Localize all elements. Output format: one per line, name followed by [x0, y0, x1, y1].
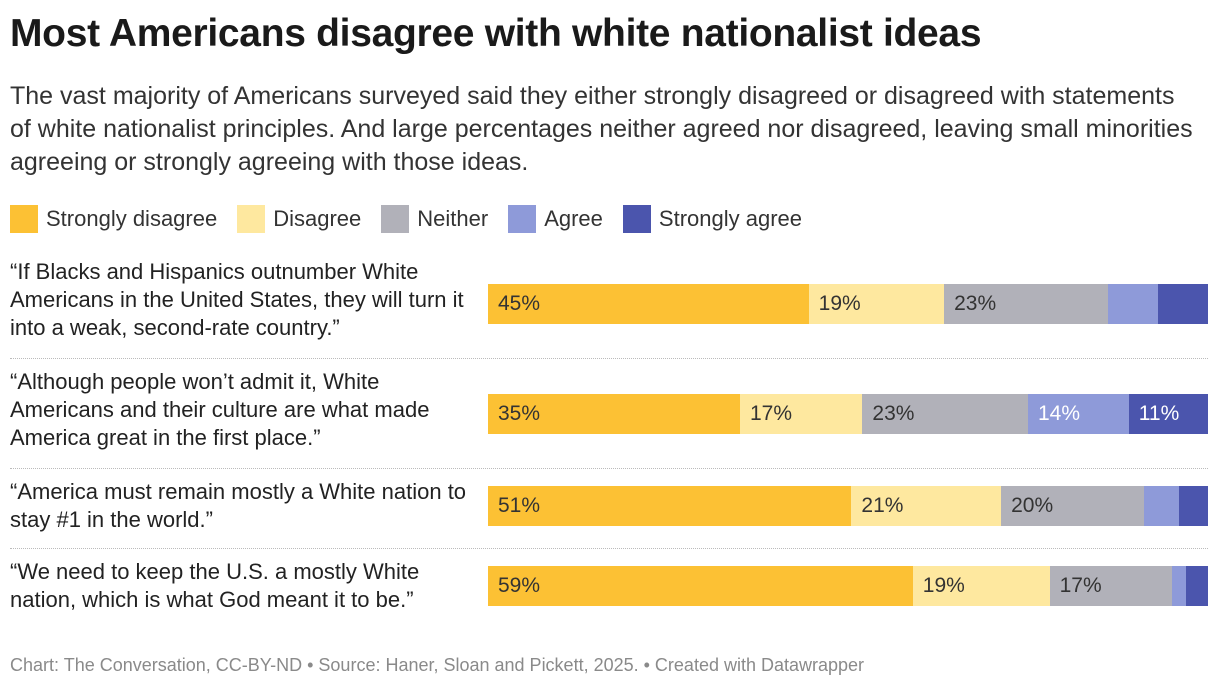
legend-item-disagree: Disagree	[237, 205, 361, 233]
legend-swatch	[237, 205, 266, 233]
bar-segment-strongly-agree: 11%	[1128, 394, 1208, 434]
row-separator	[10, 468, 1208, 469]
row-separator	[10, 548, 1208, 549]
bar-segment-strongly-disagree: 59%	[488, 566, 913, 606]
data-label: 35%	[498, 402, 541, 425]
bar-segment-agree: 14%	[1027, 394, 1129, 434]
chart-footer: Chart: The Conversation, CC-BY-ND • Sour…	[10, 655, 865, 675]
bar-segment-strongly-disagree: 35%	[488, 394, 740, 434]
legend-item-agree: Agree	[508, 205, 603, 233]
data-label: 19%	[922, 574, 965, 597]
bar-segment-neither: 23%	[862, 394, 1028, 434]
bar-segment-agree	[1108, 284, 1159, 324]
data-label: 17%	[750, 402, 793, 425]
data-label: 23%	[954, 292, 997, 315]
legend-label: Strongly agree	[658, 206, 802, 231]
data-label: 20%	[1011, 494, 1054, 517]
category-label: “If Blacks and Hispanics outnumber White…	[10, 259, 464, 340]
chart-subtitle: The vast majority of Americans surveyed …	[10, 82, 1193, 176]
legend-swatch	[381, 205, 410, 233]
category-label: “America must remain mostly a White nati…	[10, 479, 467, 532]
bar-segment-disagree: 17%	[740, 394, 863, 434]
chart-title: Most Americans disagree with white natio…	[10, 12, 982, 55]
legend-label: Neither	[417, 206, 489, 231]
bar-segment-disagree: 21%	[851, 486, 1002, 526]
bar-segment-neither: 17%	[1049, 566, 1172, 606]
legend-swatch	[508, 205, 537, 233]
legend-item-strongly-agree: Strongly agree	[622, 205, 802, 233]
bar-segment-agree	[1143, 486, 1180, 526]
stacked-bar: 35% 17% 23% 14% 11%	[488, 394, 1208, 434]
data-label: 19%	[818, 292, 861, 315]
bar-segment-agree	[1171, 566, 1187, 606]
category-label: “We need to keep the U.S. a mostly White…	[10, 559, 420, 612]
data-label: 14%	[1037, 402, 1081, 425]
stacked-bar: 51% 21% 20%	[488, 486, 1208, 526]
data-label: 59%	[498, 574, 541, 597]
bar-segment-strongly-agree	[1158, 284, 1209, 324]
chart-legend: Strongly disagree Disagree Neither Agree Str…	[10, 205, 822, 233]
data-label: 11%	[1138, 402, 1180, 425]
bar-segment-disagree: 19%	[912, 566, 1050, 606]
bar-segment-strongly-disagree: 51%	[488, 486, 852, 526]
bar-segment-strongly-disagree: 45%	[488, 284, 809, 324]
data-label: 51%	[498, 494, 541, 517]
bar-segment-neither: 20%	[1001, 486, 1144, 526]
legend-item-neither: Neither	[381, 205, 488, 233]
legend-label: Disagree	[273, 206, 362, 231]
data-label: 17%	[1059, 574, 1102, 597]
legend-label: Agree	[544, 206, 603, 231]
bar-segment-strongly-agree	[1179, 486, 1208, 526]
legend-swatch	[622, 205, 651, 233]
data-label: 45%	[498, 292, 541, 315]
stacked-bar: 45% 19% 23%	[488, 284, 1209, 324]
legend-item-strongly-disagree: Strongly disagree	[10, 205, 217, 233]
bar-segment-strongly-agree	[1186, 566, 1208, 606]
category-label: “Although people won’t admit it, White A…	[10, 369, 430, 450]
data-label: 23%	[872, 402, 915, 425]
stacked-bar: 59% 19% 17%	[488, 566, 1208, 606]
legend-label: Strongly disagree	[46, 206, 218, 231]
bar-segment-neither: 23%	[944, 284, 1109, 324]
bar-segment-disagree: 19%	[808, 284, 945, 324]
data-label: 21%	[861, 494, 904, 517]
row-separator	[10, 358, 1208, 359]
legend-swatch	[10, 205, 38, 233]
